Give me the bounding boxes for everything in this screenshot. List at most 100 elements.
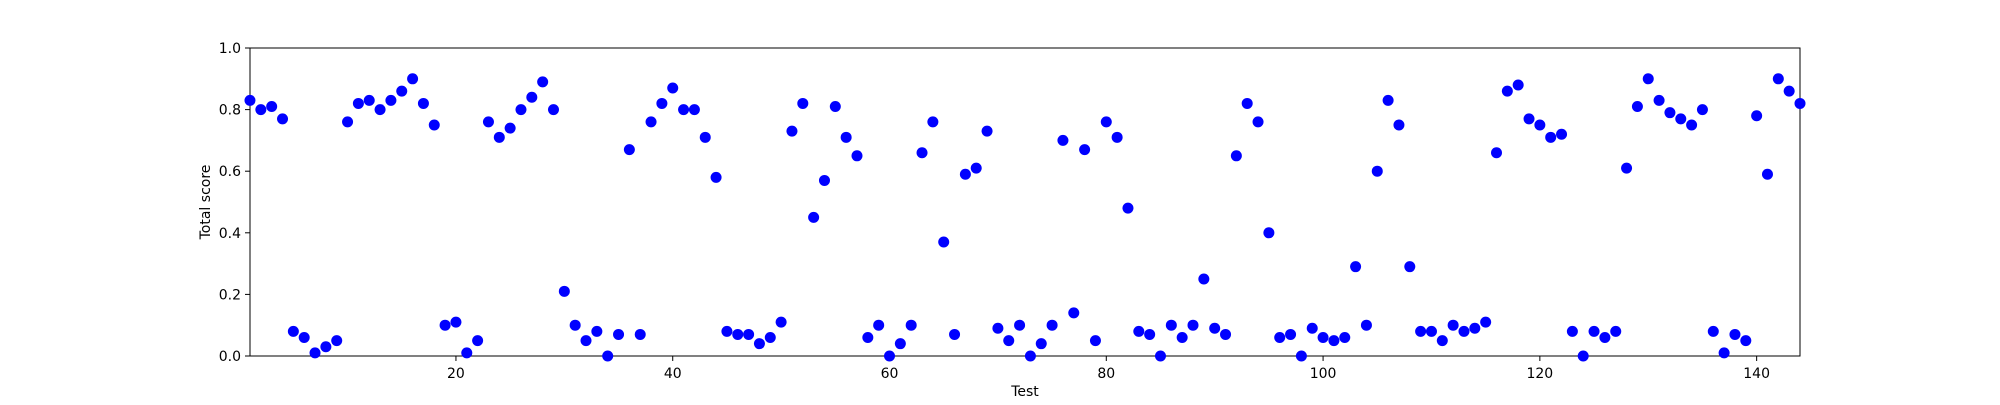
- data-point: [1523, 113, 1535, 125]
- data-point: [710, 171, 722, 183]
- data-point: [417, 97, 429, 109]
- data-point: [905, 319, 917, 331]
- data-point: [808, 211, 820, 223]
- data-point: [547, 104, 559, 116]
- data-point: [1285, 328, 1297, 340]
- data-point: [396, 85, 408, 97]
- data-point: [721, 325, 733, 337]
- data-point: [688, 104, 700, 116]
- data-point: [894, 338, 906, 350]
- data-point: [786, 125, 798, 137]
- data-point: [1599, 332, 1611, 344]
- x-axis-label: Test: [1010, 384, 1039, 400]
- data-point: [374, 104, 386, 116]
- data-point: [732, 328, 744, 340]
- data-point: [320, 341, 332, 353]
- data-point: [1436, 335, 1448, 347]
- data-point: [959, 168, 971, 180]
- data-point: [1144, 328, 1156, 340]
- data-point: [764, 332, 776, 344]
- data-point: [1447, 319, 1459, 331]
- data-point: [678, 104, 690, 116]
- data-point: [1187, 319, 1199, 331]
- data-point: [1566, 325, 1578, 337]
- data-point: [818, 174, 830, 186]
- data-point: [1220, 328, 1232, 340]
- data-point: [1350, 261, 1362, 273]
- data-point: [482, 116, 494, 128]
- data-point: [602, 350, 614, 362]
- x-axis-ticks: 20 40 60 80 100 120 140: [447, 356, 1770, 382]
- data-point: [1230, 150, 1242, 162]
- data-point: [743, 328, 755, 340]
- data-point: [1415, 325, 1427, 337]
- data-point: [1696, 104, 1708, 116]
- data-point: [1382, 94, 1394, 106]
- data-point: [591, 325, 603, 337]
- data-point: [1686, 119, 1698, 131]
- x-tick-label: 60: [881, 366, 899, 382]
- data-point: [645, 116, 657, 128]
- data-point: [949, 328, 961, 340]
- data-point: [1653, 94, 1665, 106]
- data-point: [873, 319, 885, 331]
- data-point: [1469, 322, 1481, 334]
- data-point: [1772, 73, 1784, 85]
- data-point: [1501, 85, 1513, 97]
- data-point: [244, 94, 256, 106]
- data-point: [1761, 168, 1773, 180]
- data-point: [1534, 119, 1546, 131]
- data-point: [1100, 116, 1112, 128]
- data-point: [1393, 119, 1405, 131]
- data-point: [938, 236, 950, 248]
- data-point: [1014, 319, 1026, 331]
- y-tick-label: 0.2: [219, 287, 241, 303]
- data-point: [526, 91, 538, 103]
- data-point: [916, 147, 928, 159]
- data-point: [439, 319, 451, 331]
- data-point: [493, 131, 505, 143]
- data-point: [1729, 328, 1741, 340]
- data-point: [298, 332, 310, 344]
- data-point: [753, 338, 765, 350]
- data-point: [927, 116, 939, 128]
- data-point: [840, 131, 852, 143]
- data-point: [829, 101, 841, 113]
- data-point: [1046, 319, 1058, 331]
- y-axis-ticks: 0.0 0.2 0.4 0.6 0.8 1.0: [219, 41, 250, 365]
- data-point: [1133, 325, 1145, 337]
- x-tick-label: 80: [1097, 366, 1115, 382]
- data-point: [287, 325, 299, 337]
- data-point: [266, 101, 278, 113]
- data-point: [1371, 165, 1383, 177]
- data-point: [1740, 335, 1752, 347]
- data-point: [1252, 116, 1264, 128]
- data-points: [244, 73, 1806, 362]
- data-point: [775, 316, 787, 328]
- data-point: [558, 285, 570, 297]
- data-point: [1360, 319, 1372, 331]
- data-point: [634, 328, 646, 340]
- y-axis-label: Total score: [198, 165, 214, 241]
- data-point: [1003, 335, 1015, 347]
- data-point: [981, 125, 993, 137]
- data-point: [1241, 97, 1253, 109]
- data-point: [1458, 325, 1470, 337]
- data-point: [613, 328, 625, 340]
- data-point: [1794, 97, 1806, 109]
- data-point: [1068, 307, 1080, 319]
- data-point: [363, 94, 375, 106]
- data-point: [352, 97, 364, 109]
- data-point: [1089, 335, 1101, 347]
- data-point: [623, 144, 635, 156]
- x-tick-label: 100: [1310, 366, 1337, 382]
- data-point: [1404, 261, 1416, 273]
- data-point: [1642, 73, 1654, 85]
- data-point: [472, 335, 484, 347]
- data-point: [1306, 322, 1318, 334]
- data-point: [1783, 85, 1795, 97]
- data-point: [1577, 350, 1589, 362]
- y-tick-label: 0.6: [219, 164, 241, 180]
- data-point: [797, 97, 809, 109]
- data-point: [992, 322, 1004, 334]
